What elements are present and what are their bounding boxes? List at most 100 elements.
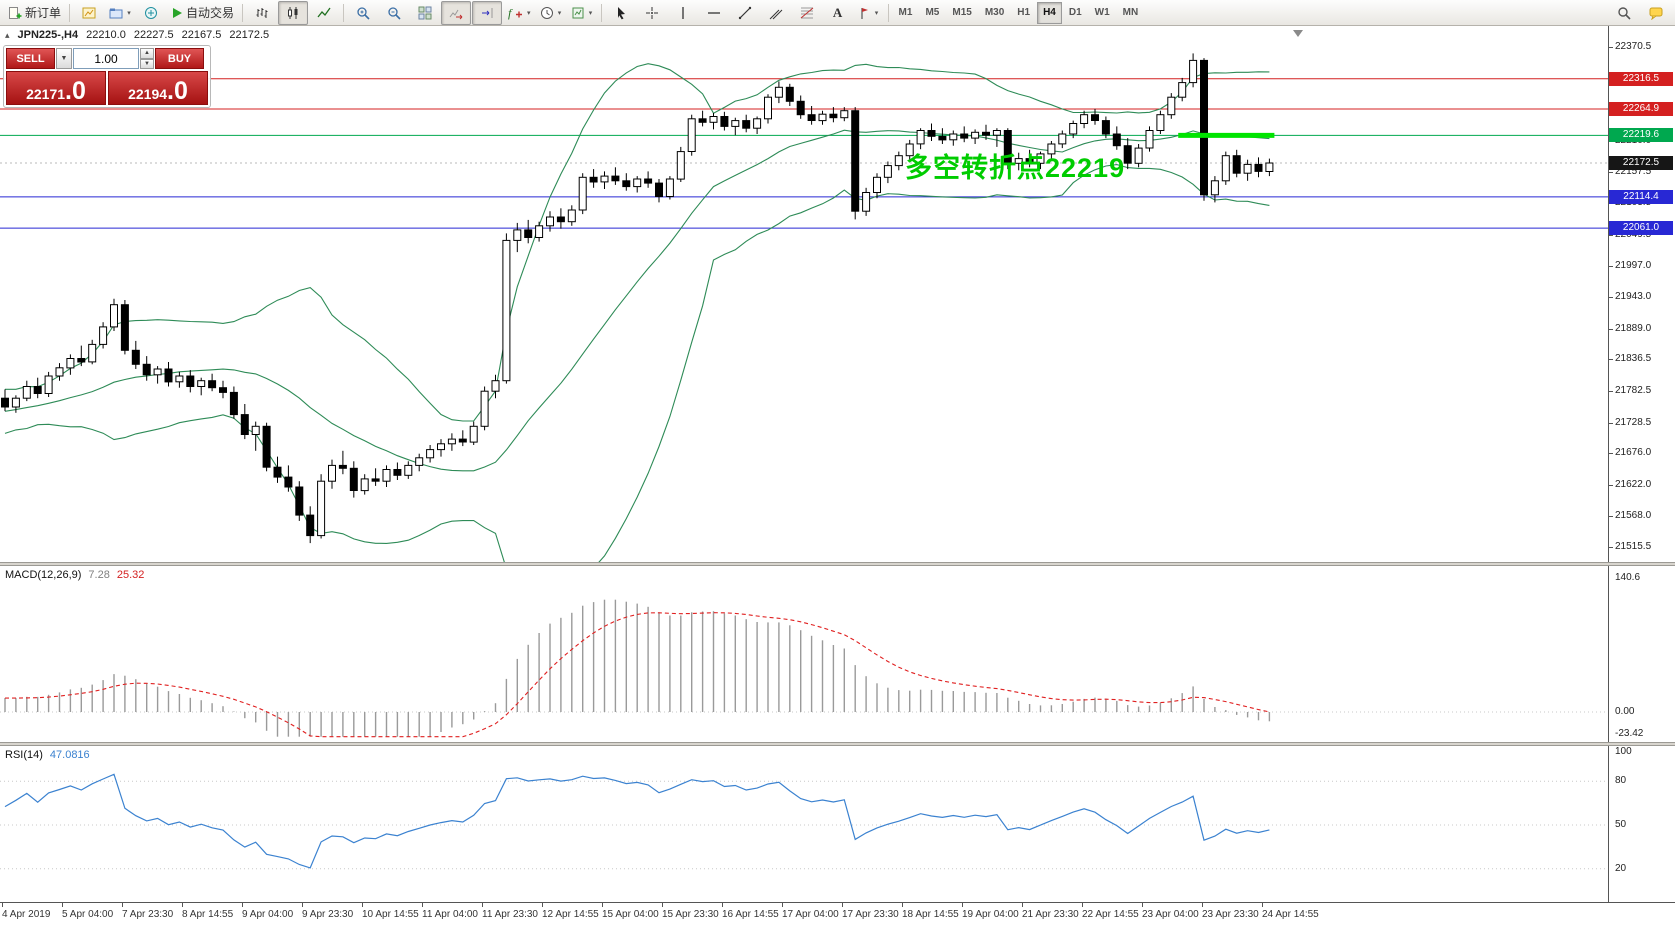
candlestick-chart-button[interactable] (278, 0, 309, 25)
rsi-label: RSI(14) 47.0816 (5, 749, 90, 761)
chevron-down-icon: ▼ (60, 55, 68, 62)
channel-button[interactable] (761, 1, 791, 25)
text-tool-button[interactable]: A (823, 1, 853, 25)
price-chart-canvas[interactable] (0, 26, 1608, 562)
time-axis[interactable]: 4 Apr 2019 5 Apr 04:00 7 Apr 23:30 8 Apr 14… (0, 902, 1675, 929)
spinner-down-icon[interactable]: ▼ (140, 58, 154, 69)
zoom-in-button[interactable] (348, 1, 378, 25)
price-tickmark (1609, 453, 1613, 455)
arrows-button[interactable]: ▾ (854, 1, 884, 25)
time-axis-label: 9 Apr 04:00 (242, 909, 294, 920)
buy-price-main: 22194 (128, 86, 168, 102)
time-axis-label: 15 Apr 23:30 (662, 909, 719, 920)
macd-name: MACD(12,26,9) (5, 569, 82, 581)
spinner-up-icon[interactable]: ▲ (140, 48, 154, 59)
price-line-badge: 22264.9 (1609, 102, 1673, 116)
rsi-name: RSI(14) (5, 749, 43, 761)
order-type-dropdown[interactable]: ▼ (56, 48, 72, 69)
price-tickmark (1609, 422, 1613, 424)
timeframe-m15[interactable]: M15 (952, 7, 972, 18)
panel-splitter[interactable] (0, 562, 1675, 566)
indicators-button[interactable]: f ▾ (503, 1, 535, 25)
horizontal-line-button[interactable] (699, 1, 729, 25)
price-line-badge: 22061.0 (1609, 221, 1673, 236)
profiles-icon (109, 8, 123, 18)
price-axis-label: 21515.5 (1615, 540, 1652, 552)
main-chart-panel[interactable]: ▴ JPN225-,H4 22210.0 22227.5 22167.5 221… (0, 26, 1608, 562)
periods-button[interactable]: ▾ (536, 1, 566, 25)
time-tickmark (542, 903, 543, 907)
tile-windows-button[interactable] (410, 1, 440, 25)
ohlc-low: 22167.5 (181, 29, 222, 41)
chart-shift-marker[interactable] (1293, 30, 1303, 37)
sell-price[interactable]: 22171.0 (6, 71, 106, 105)
zoom-out-button[interactable] (379, 1, 409, 25)
vertical-line-icon (681, 6, 684, 19)
rsi-axis-label: 100 (1615, 746, 1632, 757)
cursor-icon (617, 6, 625, 19)
chart-annotation-text[interactable]: 多空转折点22219 (905, 153, 1126, 183)
community-button[interactable] (1641, 1, 1671, 25)
timeframe-mn[interactable]: MN (1122, 7, 1139, 18)
collapse-oct-icon[interactable]: ▴ (5, 29, 10, 40)
time-tickmark (902, 903, 903, 907)
ohlc-close: 22172.5 (229, 29, 270, 41)
macd-axis-label: 140.6 (1615, 572, 1641, 584)
price-axis[interactable]: 22370.522210.022157.522103.522049.521997… (1608, 26, 1675, 562)
vertical-line-button[interactable] (668, 1, 698, 25)
text-tool-icon: A (832, 4, 843, 20)
macd-axis[interactable]: 140.6 0.00 -23.42 (1608, 566, 1675, 742)
sell-button[interactable]: SELL (6, 48, 55, 69)
bar-chart-button[interactable] (247, 1, 277, 25)
time-tickmark (62, 903, 63, 907)
macd-panel[interactable]: MACD(12,26,9) 7.28 25.32 (0, 566, 1608, 742)
trendline-button[interactable] (730, 1, 760, 25)
zoom-out-icon (388, 6, 401, 20)
time-tickmark (722, 903, 723, 907)
buy-price[interactable]: 22194.0 (108, 71, 208, 105)
time-axis-label: 15 Apr 04:00 (602, 909, 659, 920)
autotrading-button[interactable]: 自动交易 (167, 1, 238, 25)
lot-spinner[interactable]: ▲ ▼ (140, 48, 154, 69)
crosshair-button[interactable] (637, 1, 667, 25)
timeframe-h1[interactable]: H1 (1017, 7, 1031, 18)
timeframe-m1[interactable]: M1 (898, 7, 913, 18)
timeframe-group: M1 M5 M15 M30 H1 H4 D1 W1 MN (893, 1, 1145, 24)
sell-price-main: 22171 (26, 86, 66, 102)
lot-size-input[interactable] (73, 48, 139, 69)
auto-scroll-button[interactable] (441, 0, 472, 25)
rsi-panel[interactable]: RSI(14) 47.0816 (0, 746, 1608, 902)
new-chart-button[interactable] (74, 1, 104, 25)
timeframe-w1[interactable]: W1 (1094, 7, 1110, 18)
chart-shift-button[interactable] (472, 0, 503, 25)
rsi-canvas[interactable] (0, 746, 1608, 902)
line-chart-button[interactable] (309, 1, 339, 25)
price-line-badge: 22114.4 (1609, 189, 1673, 204)
timeframe-m30[interactable]: M30 (984, 7, 1005, 18)
profiles-button[interactable]: ▾ (105, 1, 135, 25)
search-button[interactable] (1609, 1, 1639, 25)
price-axis-label: 22370.5 (1615, 41, 1652, 53)
new-order-label: 新订单 (25, 6, 62, 20)
auto-scroll-icon (449, 9, 463, 19)
market-watch-button[interactable] (136, 1, 166, 25)
time-tickmark (602, 903, 603, 907)
rsi-axis-label: 50 (1615, 819, 1627, 830)
time-axis-label: 21 Apr 23:30 (1022, 909, 1079, 920)
macd-label: MACD(12,26,9) 7.28 25.32 (5, 569, 144, 581)
toolbar-right-group (1609, 1, 1671, 25)
cursor-button[interactable] (606, 1, 636, 25)
buy-button[interactable]: BUY (155, 48, 204, 69)
templates-icon (572, 7, 584, 18)
rsi-axis[interactable]: 100 80 50 20 (1608, 746, 1675, 902)
macd-canvas[interactable] (0, 566, 1608, 742)
new-order-button[interactable]: 新订单 (4, 1, 65, 25)
panel-splitter[interactable] (0, 742, 1675, 746)
fibonacci-button[interactable] (792, 1, 822, 25)
price-axis-label: 21943.0 (1615, 291, 1652, 303)
timeframe-h4[interactable]: H4 (1037, 1, 1062, 24)
time-axis-label: 12 Apr 14:55 (542, 909, 599, 920)
timeframe-m5[interactable]: M5 (925, 7, 940, 18)
timeframe-d1[interactable]: D1 (1068, 7, 1082, 18)
templates-button[interactable]: ▾ (567, 1, 597, 25)
